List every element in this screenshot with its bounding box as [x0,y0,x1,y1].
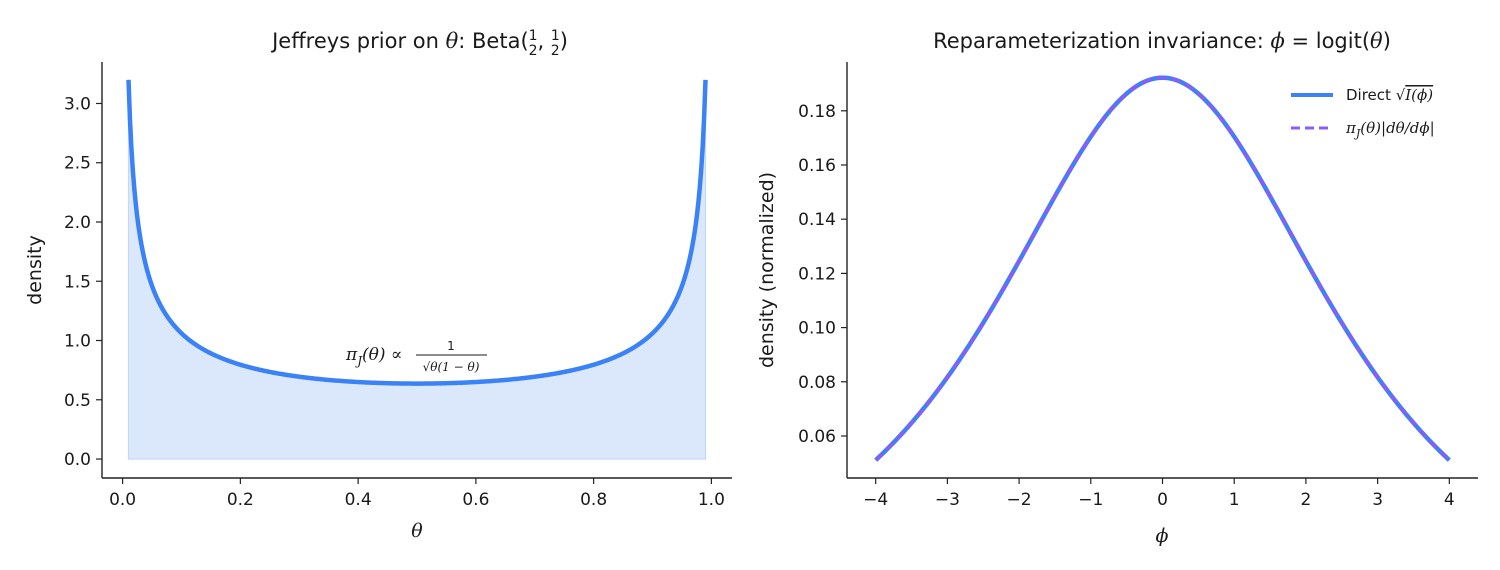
y-tick-label: 0.0 [64,450,91,470]
right-plot-area [874,75,1451,462]
x-tick-label: 0.4 [345,490,372,510]
legend-label-direct: Direct √I(ϕ) [1346,86,1433,104]
x-tick-label: 3 [1372,490,1383,510]
left-y-ticks: 0.0 0.5 1.0 1.5 2.0 2.5 3.0 [64,94,102,470]
annotation-numerator: 1 [447,339,455,353]
right-chart-title: Reparameterization invariance: ϕ = logit… [933,29,1391,53]
right-y-axis-label: density (normalized) [756,172,778,368]
y-tick-label: 3.0 [64,94,91,114]
y-tick-label: 2.5 [64,154,91,174]
y-tick-label: 0.12 [798,264,836,284]
right-x-axis-label: ϕ [1156,525,1169,547]
y-tick-label: 0.08 [798,373,836,393]
y-tick-label: 0.10 [798,319,836,339]
jeffreys-prior-area [127,79,707,460]
x-tick-label: −2 [1007,490,1032,510]
left-x-ticks: 0.0 0.2 0.4 0.6 0.8 1.0 [109,478,725,510]
x-tick-label: 0.0 [109,490,136,510]
legend: Direct √I(ϕ) πJ(θ)|dθ/dϕ| [1291,86,1435,140]
x-tick-label: 0.2 [227,490,254,510]
jeffreys-prior-curve [126,79,708,386]
x-tick-label: 0 [1157,490,1168,510]
y-tick-label: 0.06 [798,427,836,447]
x-tick-label: 0.6 [462,490,489,510]
x-tick-label: −3 [935,490,960,510]
y-tick-label: 0.18 [798,102,836,122]
annotation-lhs: πJ(θ) ∝ [345,345,402,368]
x-tick-label: 2 [1300,490,1311,510]
left-plot-area [126,79,708,460]
right-y-ticks: 0.06 0.08 0.10 0.12 0.14 0.16 0.18 [798,102,847,447]
right-x-ticks: −4 −3 −2 −1 0 1 2 3 4 [863,478,1455,510]
left-annotation: πJ(θ) ∝ 1 √θ(1 − θ) [345,339,487,374]
annotation-denominator: √θ(1 − θ) [423,360,480,374]
x-tick-label: 1 [1229,490,1240,510]
y-tick-label: 0.16 [798,156,836,176]
y-tick-label: 2.0 [64,213,91,233]
legend-label-transformed: πJ(θ)|dθ/dϕ| [1345,119,1435,140]
y-tick-label: 1.5 [64,272,91,292]
left-x-axis-label: θ [411,520,423,542]
left-chart-title: Jeffreys prior on θ: Beta(1 2, 1 2) [270,28,568,59]
x-tick-label: −1 [1078,490,1103,510]
left-panel: Jeffreys prior on θ: Beta(1 2, 1 2) 0.0 0.2… [24,28,732,542]
left-y-axis-label: density [24,235,46,305]
transformed-density-line [874,76,1451,462]
y-tick-label: 1.0 [64,332,91,352]
x-tick-label: 4 [1444,490,1455,510]
x-tick-label: 0.8 [580,490,607,510]
right-panel: Reparameterization invariance: ϕ = logit… [756,29,1478,547]
y-tick-label: 0.5 [64,391,91,411]
x-tick-label: 1.0 [698,490,725,510]
y-tick-label: 0.14 [798,210,836,230]
x-tick-label: −4 [863,490,888,510]
